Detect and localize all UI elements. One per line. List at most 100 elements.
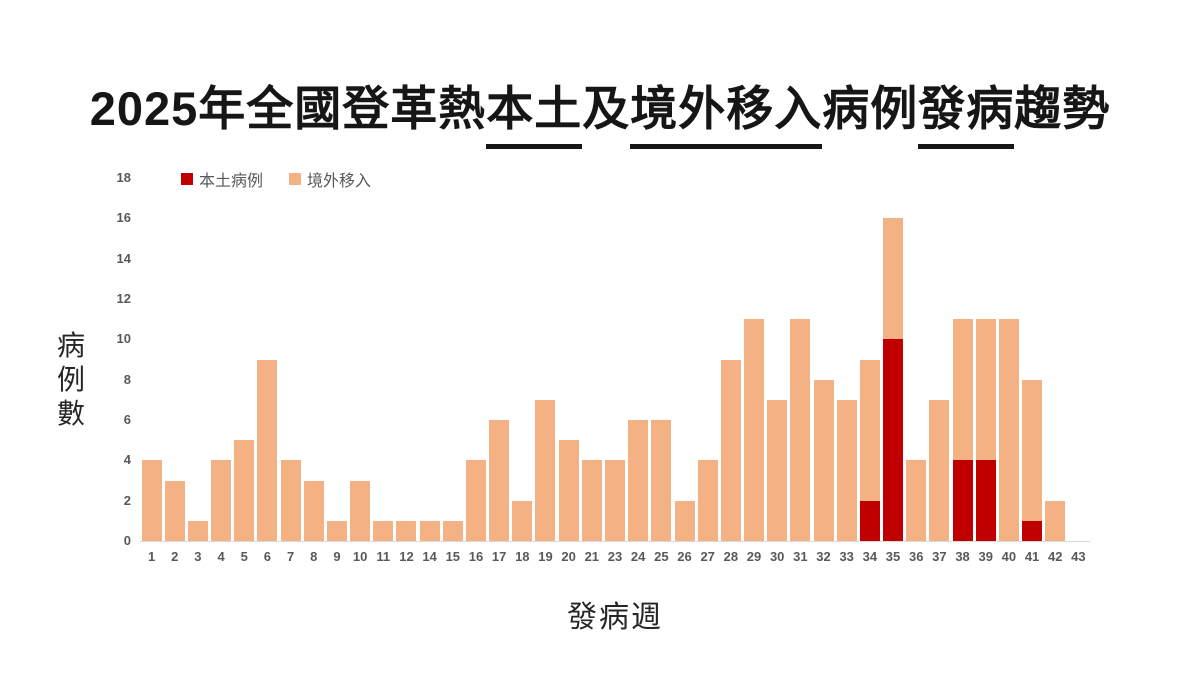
legend-item: 本土病例 [181,167,263,191]
x-tick-label: 17 [491,549,507,564]
x-tick-label: 5 [240,549,248,564]
title-segment: 病例 [822,82,919,135]
title-segment: 發病 [918,70,1015,149]
x-tick-label: 7 [286,549,295,564]
x-tick-label: 15 [445,549,461,564]
bar-week-30 [767,399,788,541]
bar-segment-imported [350,480,371,541]
x-tick-label: 26 [677,549,692,564]
x-tick-label: 30 [769,549,785,564]
bar-week-14 [419,520,440,541]
bar-segment-imported [234,440,255,541]
x-tick-label: 32 [816,549,831,564]
bar-week-11 [373,520,394,541]
bar-segment-imported [813,379,834,541]
bar-week-6 [257,359,278,541]
x-tick-label: 9 [333,549,341,564]
bar-segment-imported [836,399,857,541]
bar-week-32 [813,379,834,541]
bar-week-3 [187,520,208,541]
y-tick-label: 8 [123,371,131,387]
x-tick-label: 41 [1024,549,1040,564]
x-tick-label: 27 [700,549,715,564]
bar-segment-imported [303,480,324,541]
bar-segment-imported [674,500,695,541]
bar-week-18 [512,500,533,541]
x-axis-title: 發病週 [567,601,663,634]
bar-week-21 [581,460,602,541]
x-tick-label: 36 [908,549,924,564]
bar-segment-imported [998,319,1019,541]
bar-segment-imported [465,460,486,541]
x-tick-label: 8 [310,549,318,564]
x-tick-label: 16 [468,549,484,564]
y-tick-label: 4 [123,452,131,468]
bar-segment-imported [581,460,602,541]
y-tick-label: 6 [123,412,131,427]
x-tick-label: 38 [955,549,970,564]
x-tick-label: 34 [862,549,878,564]
bar-segment-imported [790,319,811,541]
x-tick-label: 29 [746,549,762,564]
x-tick-label: 39 [978,549,993,564]
title-segment: 趨勢 [1014,82,1111,135]
bar-week-40 [998,319,1019,541]
x-tick-label: 11 [376,549,391,564]
bar-segment-imported [1045,500,1066,541]
title-segment: 2025年全國登革熱 [89,82,487,135]
y-tick-label: 12 [116,291,131,306]
chart-title: 2025年全國登革熱本土及境外移入病例發病趨勢 [0,70,1200,149]
bar-segment-imported [164,480,185,541]
bar-week-31 [790,319,811,541]
x-tick-label: 33 [839,549,854,564]
x-tick-label: 35 [885,549,901,564]
legend-swatch-icon [181,173,193,185]
x-tick-label: 21 [584,549,600,564]
bar-segment-imported [280,460,301,541]
bar-segment-imported [975,319,996,461]
x-tick-label: 42 [1048,549,1063,564]
bar-segment-imported [512,500,533,541]
y-tick-label: 16 [116,210,131,226]
x-tick-label: 6 [263,549,272,564]
x-tick-label: 3 [194,549,202,564]
bar-segment-imported [859,359,880,501]
bar-week-42 [1045,500,1066,541]
x-tick-label: 24 [630,549,646,564]
bar-segment-imported [1022,379,1043,521]
bar-segment-imported [952,319,973,461]
x-tick-label: 40 [1001,549,1017,564]
x-tick-label: 14 [422,549,437,564]
bar-week-36 [906,460,927,541]
bar-week-26 [674,500,695,541]
bar-segment-imported [489,420,510,541]
y-tick-label: 2 [123,492,131,508]
bar-week-37 [929,399,950,541]
bar-week-8 [303,480,324,541]
bar-segment-imported [628,420,649,541]
legend: 本土病例 境外移入 [181,167,371,191]
bar-segment-imported [419,520,440,541]
bar-week-29 [744,319,765,541]
x-axis-line [140,541,1090,542]
bar-segment-imported [720,359,741,541]
legend-label: 本土病例 [199,173,264,190]
bar-segment-imported [883,218,904,340]
x-tick-label: 12 [399,549,414,564]
bar-week-9 [326,520,347,541]
x-tick-label: 37 [932,549,947,564]
bar-week-24 [628,420,649,541]
bar-week-17 [489,420,510,541]
bar-week-28 [720,359,741,541]
bar-week-39 [975,319,996,541]
x-tick-label: 25 [654,549,669,564]
bar-segment-local [1022,520,1043,541]
bar-segment-imported [141,460,162,541]
x-tick-label: 18 [515,549,530,564]
bar-segment-local [975,460,996,541]
bar-segment-imported [767,399,788,541]
bar-segment-imported [396,520,417,541]
x-tick-label: 2 [171,549,179,564]
bar-week-15 [442,520,463,541]
bar-segment-imported [605,460,625,541]
